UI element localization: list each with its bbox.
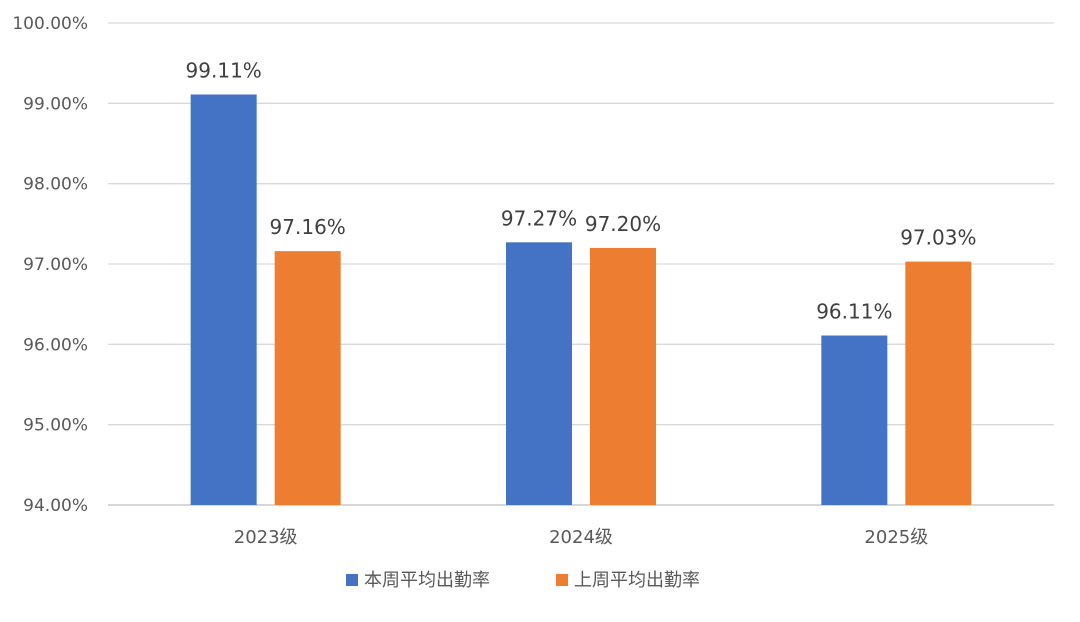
gridlines <box>108 22 1054 506</box>
data-label: 97.20% <box>585 212 661 236</box>
y-tick-label: 98.00% <box>23 175 88 195</box>
data-label: 96.11% <box>816 299 892 323</box>
legend-label: 本周平均出勤率 <box>364 570 490 591</box>
data-label: 97.03% <box>900 226 976 250</box>
bar-this-week <box>190 94 257 505</box>
bar-this-week <box>821 335 888 505</box>
data-label: 99.11% <box>186 58 262 82</box>
y-axis-tick-labels: 94.00% 95.00% 96.00% 97.00% 98.00% 99.00% 100.… <box>12 14 88 516</box>
bar-last-week <box>274 251 341 505</box>
bar-last-week <box>590 247 656 505</box>
data-label: 97.16% <box>270 215 346 239</box>
legend-label: 上周平均出勤率 <box>574 570 700 591</box>
data-labels: 99.11% 97.16% 97.27% 97.20% 96.11% 97.03% <box>186 58 977 323</box>
y-tick-label: 100.00% <box>12 14 88 34</box>
bar-last-week <box>905 261 972 505</box>
y-tick-label: 97.00% <box>23 255 88 275</box>
x-axis-category-labels: 2023级 2024级 2025级 <box>234 527 928 548</box>
y-tick-label: 99.00% <box>23 94 88 114</box>
x-category-label: 2025级 <box>864 527 928 548</box>
legend-swatch <box>556 574 568 586</box>
bars <box>190 94 972 505</box>
x-category-label: 2024级 <box>549 527 613 548</box>
data-label: 97.27% <box>501 206 577 230</box>
legend-swatch <box>346 574 358 586</box>
y-tick-label: 96.00% <box>23 335 88 355</box>
y-tick-label: 95.00% <box>23 416 88 436</box>
bar-this-week <box>506 242 572 505</box>
x-category-label: 2023级 <box>234 527 298 548</box>
y-tick-label: 94.00% <box>23 496 88 516</box>
legend: 本周平均出勤率 上周平均出勤率 <box>346 570 700 591</box>
